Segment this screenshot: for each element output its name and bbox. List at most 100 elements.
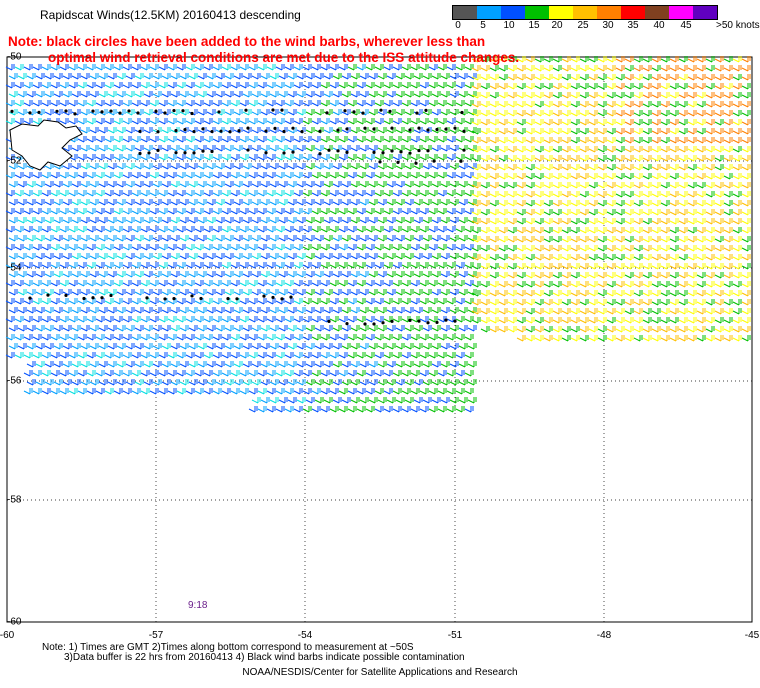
wind-barb xyxy=(480,146,490,153)
wind-barb xyxy=(374,262,384,269)
wind-barb xyxy=(224,145,234,152)
wind-barb xyxy=(606,182,616,189)
wind-barb xyxy=(624,227,634,234)
wind-barb xyxy=(347,208,357,215)
wind-barb xyxy=(714,182,724,189)
wind-barb xyxy=(597,191,607,198)
wind-barb xyxy=(597,182,607,189)
wind-barb xyxy=(392,244,402,251)
wind-barb xyxy=(383,172,393,179)
wind-barb xyxy=(287,73,297,80)
wind-barb xyxy=(669,173,679,180)
scale-tick-30: 30 xyxy=(602,20,614,31)
wind-barb xyxy=(723,281,733,288)
wind-barb xyxy=(80,163,90,170)
wind-barb xyxy=(660,110,670,117)
wind-barb xyxy=(516,83,526,90)
wind-barb xyxy=(561,110,571,117)
wind-barb xyxy=(642,335,652,342)
wind-barb xyxy=(125,109,135,116)
wind-barb xyxy=(179,163,189,170)
wind-barb xyxy=(705,164,715,171)
wind-barb xyxy=(314,145,324,152)
wind-barb xyxy=(233,145,243,152)
wind-barb xyxy=(107,217,117,224)
wind-barb xyxy=(140,334,150,341)
wind-barb xyxy=(32,370,42,377)
wind-barb xyxy=(257,82,267,89)
wind-barb xyxy=(239,262,249,269)
wind-barb xyxy=(687,74,697,81)
wind-barb xyxy=(669,191,679,198)
wind-barb xyxy=(284,208,294,215)
wind-barb xyxy=(116,199,126,206)
wind-barb xyxy=(185,226,195,233)
wind-barb xyxy=(170,361,180,368)
wind-barb xyxy=(170,199,180,206)
wind-barb xyxy=(516,200,526,207)
wind-barb xyxy=(332,217,342,224)
wind-barb xyxy=(642,218,652,225)
wind-barb xyxy=(62,253,72,260)
wind-barb xyxy=(449,361,459,368)
wind-barb xyxy=(723,128,733,135)
wind-barb xyxy=(714,335,724,342)
wind-barb xyxy=(410,280,420,287)
wind-barb xyxy=(570,128,580,135)
wind-barb xyxy=(188,91,198,98)
contamination-dot xyxy=(336,128,340,132)
wind-barb xyxy=(167,208,177,215)
wind-barb xyxy=(480,209,490,216)
wind-barb xyxy=(597,83,607,90)
wind-barb xyxy=(116,307,126,314)
wind-barb xyxy=(428,64,438,71)
wind-barb xyxy=(305,361,315,368)
wind-barb xyxy=(158,352,168,359)
wind-barb xyxy=(377,397,387,404)
wind-barb xyxy=(579,290,589,297)
wind-barb xyxy=(80,343,90,350)
wind-barb xyxy=(71,217,81,224)
wind-barb xyxy=(356,118,366,125)
wind-barb xyxy=(314,217,324,224)
wind-barb xyxy=(642,281,652,288)
wind-barb xyxy=(597,227,607,234)
wind-barb xyxy=(98,253,108,260)
wind-barb xyxy=(356,226,366,233)
contamination-dot xyxy=(426,149,430,153)
wind-barb xyxy=(440,343,450,350)
wind-barb xyxy=(732,191,742,198)
wind-barb xyxy=(122,64,132,71)
wind-barb xyxy=(230,226,240,233)
wind-barb xyxy=(579,254,589,261)
wind-barb xyxy=(642,173,652,180)
wind-barb xyxy=(507,191,517,198)
contamination-dot xyxy=(174,151,178,155)
wind-barb xyxy=(705,281,715,288)
wind-barb xyxy=(329,136,339,143)
wind-barb xyxy=(104,370,114,377)
wind-barb xyxy=(383,190,393,197)
wind-barb xyxy=(642,92,652,99)
wind-barb xyxy=(561,119,571,126)
contamination-dot xyxy=(444,127,448,131)
wind-barb xyxy=(26,253,36,260)
wind-barb xyxy=(615,290,625,297)
wind-barb xyxy=(266,190,276,197)
wind-barb xyxy=(233,343,243,350)
wind-barb xyxy=(104,154,114,161)
wind-barb xyxy=(23,172,33,179)
wind-barb xyxy=(552,209,562,216)
wind-barb xyxy=(437,190,447,197)
wind-barb xyxy=(104,136,114,143)
wind-barb xyxy=(516,110,526,117)
wind-barb xyxy=(480,200,490,207)
wind-barb xyxy=(579,326,589,333)
wind-barb xyxy=(359,73,369,80)
wind-barb xyxy=(386,343,396,350)
wind-barb xyxy=(428,82,438,89)
wind-barb xyxy=(633,335,643,342)
wind-barb xyxy=(185,136,195,143)
wind-barb xyxy=(455,100,465,107)
wind-barb xyxy=(14,352,24,359)
